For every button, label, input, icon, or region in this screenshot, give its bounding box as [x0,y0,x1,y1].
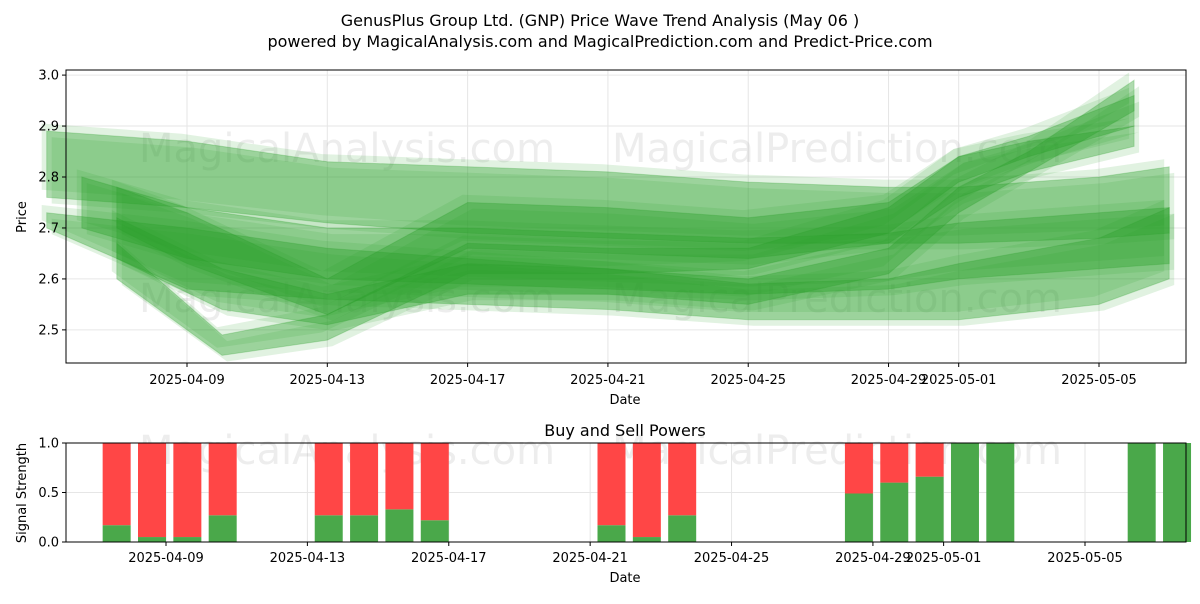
buy-bar-8 [597,525,626,542]
signal-x-label: Date [609,571,640,586]
sell-bar-11 [844,443,873,494]
buy-bar-10 [668,515,697,542]
signal-x-tick-label-3: 2025-04-21 [552,551,628,566]
signal-y-tick-label-2: 1.0 [38,437,59,452]
watermark-analysis-mid: MagicalAnalysis.com [139,276,555,322]
price-band-2 [116,94,1135,356]
price-y-tick-label-2: 2.7 [38,221,59,236]
sell-bar-4 [314,443,343,516]
price-band-3-echo-1 [121,86,1140,331]
price-x-tick-label-2: 2025-04-17 [430,373,506,388]
price-band-5-echo-1 [121,132,1140,321]
buy-bar-7 [420,520,449,542]
signal-y-ticks: 0.0 0.5 1.0 [38,437,66,551]
signal-panel: Buy and Sell Powers MagicalAnalysis.com … [15,421,1192,586]
price-band-1 [81,176,1170,295]
price-y-tick-label-0: 2.5 [38,323,59,338]
sell-bar-7 [420,443,449,521]
chart-subtitle: powered by MagicalAnalysis.com and Magic… [267,32,932,51]
price-band-0-echo-1 [51,137,1175,250]
sell-bar-3 [208,443,237,516]
price-y-tick-label-1: 2.6 [38,272,59,287]
buy-bar-17 [1163,443,1192,542]
price-x-tick-label-7: 2025-05-05 [1061,373,1137,388]
price-x-tick-label-1: 2025-04-13 [290,373,366,388]
price-band-4-echo-1 [51,213,1175,326]
price-x-ticks: 2025-04-09 2025-04-13 2025-04-17 2025-04-21… [149,363,1137,388]
price-x-label: Date [609,393,640,408]
signal-y-label: Signal Strength [15,443,30,543]
buy-bar-9 [632,537,661,542]
signal-x-tick-label-0: 2025-04-09 [128,551,204,566]
sell-bar-12 [880,443,909,483]
chart-title: GenusPlus Group Ltd. (GNP) Price Wave Tr… [341,11,860,30]
sell-bar-9 [632,443,661,538]
sell-bar-1 [138,443,166,538]
price-y-label: Price [15,201,30,233]
sell-bar-6 [385,443,414,510]
price-band-0 [46,130,1170,244]
signal-y-tick-label-0: 0.0 [38,536,59,551]
signal-x-tick-label-2: 2025-04-17 [411,551,487,566]
price-y-ticks: 2.5 2.6 2.7 2.8 2.9 3.0 [38,69,66,338]
price-band-3-echo-0 [111,72,1130,318]
price-y-tick-label-5: 3.0 [38,69,59,84]
signal-x-tick-label-7: 2025-05-05 [1047,551,1123,566]
signal-x-tick-label-4: 2025-04-25 [694,551,770,566]
buy-bar-4 [314,515,343,542]
buy-bar-2 [173,537,202,542]
signal-x-ticks: 2025-04-09 2025-04-13 2025-04-17 2025-04-21… [128,542,1123,566]
price-band-5-echo-0 [111,118,1130,307]
buy-bar-5 [350,515,379,542]
price-y-tick-label-4: 2.9 [38,120,59,135]
price-wave-bands [41,72,1175,362]
price-band-4 [46,206,1170,321]
buy-bar-12 [880,482,909,542]
signal-x-tick-label-5: 2025-04-29 [835,551,911,566]
price-band-1-echo-1 [86,183,1175,301]
price-grid [66,70,1186,363]
watermark-prediction-top: MagicalPrediction.com [612,126,1062,172]
signal-title: Buy and Sell Powers [544,421,706,440]
signal-y-tick-label-1: 0.5 [38,486,59,501]
buy-bar-13 [915,476,944,542]
sell-bar-13 [915,443,944,477]
buy-bar-14 [950,443,979,542]
price-band-5 [116,125,1135,316]
sell-bar-8 [597,443,626,526]
price-x-tick-label-6: 2025-05-01 [921,373,997,388]
price-watermarks: MagicalAnalysis.com MagicalPrediction.co… [139,126,1062,322]
buy-bar-11 [844,493,873,542]
price-band-1-echo-0 [76,169,1165,287]
watermark-analysis-top: MagicalAnalysis.com [139,126,555,172]
price-x-tick-label-3: 2025-04-21 [570,373,646,388]
signal-bars [102,443,1192,542]
buy-bar-16 [1127,443,1156,542]
price-band-0-echo-0 [41,123,1165,236]
signal-x-tick-label-6: 2025-05-01 [906,551,982,566]
sell-bar-0 [102,443,131,526]
price-band-3 [116,79,1135,326]
buy-bar-6 [385,509,414,542]
price-x-tick-label-0: 2025-04-09 [149,373,225,388]
watermark-analysis-bottom: MagicalAnalysis.com [139,428,555,474]
sell-bar-10 [668,443,697,516]
price-x-tick-label-4: 2025-04-25 [710,373,786,388]
price-axes-frame [65,69,1187,364]
signal-x-tick-label-1: 2025-04-13 [270,551,346,566]
buy-bar-15 [986,443,1015,542]
price-y-tick-label-3: 2.8 [38,171,59,186]
watermark-prediction-mid: MagicalPrediction.com [612,276,1062,322]
buy-bar-0 [102,525,131,542]
buy-bar-3 [208,515,237,542]
sell-bar-5 [350,443,379,516]
price-x-tick-label-5: 2025-04-29 [851,373,927,388]
price-band-4-echo-0 [41,199,1165,312]
buy-bar-1 [138,537,166,542]
price-panel: MagicalAnalysis.com MagicalPrediction.co… [15,69,1187,408]
sell-bar-2 [173,443,202,538]
